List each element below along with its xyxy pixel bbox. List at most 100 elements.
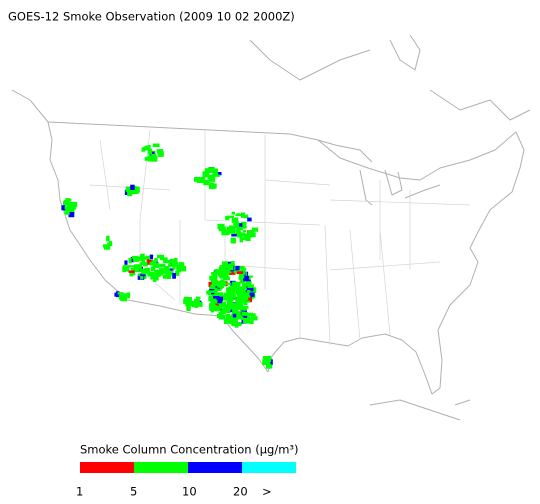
- smoke-pixel: [179, 265, 187, 272]
- smoke-pixel: [248, 230, 252, 234]
- smoke-pixel: [141, 257, 146, 263]
- smoke-pixel: [208, 281, 212, 287]
- smoke-pixel: [249, 320, 254, 324]
- smoke-pixel: [155, 276, 159, 281]
- smoke-pixel: [231, 323, 237, 327]
- smoke-pixel: [168, 268, 174, 271]
- smoke-pixel: [239, 236, 243, 243]
- smoke-pixel: [221, 270, 225, 275]
- smoke-pixel: [236, 271, 244, 275]
- smoke-pixel: [229, 270, 236, 275]
- smoke-pixel: [228, 230, 236, 234]
- smoke-pixel: [171, 261, 179, 267]
- colorbar-tick-label: >: [262, 485, 272, 499]
- smoke-pixel: [212, 272, 218, 276]
- smoke-pixel: [175, 270, 180, 276]
- smoke-pixel: [212, 298, 216, 301]
- smoke-pixel: [209, 275, 213, 281]
- smoke-pixel: [149, 151, 155, 156]
- smoke-pixel: [230, 226, 236, 232]
- smoke-pixel: [208, 167, 215, 173]
- smoke-pixel: [209, 305, 213, 312]
- smoke-pixel: [244, 300, 251, 303]
- smoke-pixel: [151, 154, 157, 159]
- smoke-pixel: [243, 214, 249, 219]
- smoke-pixel: [202, 173, 207, 176]
- smoke-pixel: [232, 307, 239, 313]
- smoke-pixel: [234, 322, 242, 326]
- map-title: GOES-12 Smoke Observation (2009 10 02 20…: [8, 10, 295, 24]
- smoke-pixel: [147, 145, 151, 149]
- colorbar-segment: [80, 462, 134, 473]
- smoke-pixel: [246, 312, 253, 316]
- smoke-pixel: [235, 265, 240, 271]
- smoke-pixel: [225, 269, 231, 273]
- smoke-pixel: [214, 174, 221, 177]
- smoke-pixel: [228, 302, 233, 306]
- smoke-pixel: [61, 205, 66, 211]
- smoke-pixel: [223, 308, 228, 311]
- smoke-pixel: [206, 290, 212, 295]
- smoke-pixel: [164, 260, 171, 263]
- base-map: [11, 34, 531, 421]
- smoke-pixel: [223, 298, 228, 301]
- smoke-pixel: [247, 217, 252, 222]
- smoke-pixel: [164, 268, 171, 274]
- smoke-pixel: [228, 319, 234, 324]
- smoke-pixel: [237, 293, 243, 299]
- smoke-pixel: [157, 254, 163, 258]
- colorbar-tick-label: 10: [182, 485, 197, 499]
- smoke-pixel: [222, 265, 228, 271]
- smoke-pixel: [65, 198, 71, 202]
- smoke-pixel: [241, 315, 248, 319]
- smoke-pixel: [266, 356, 272, 363]
- smoke-pixel: [159, 263, 166, 268]
- smoke-pixel: [234, 282, 241, 288]
- smoke-pixel: [185, 301, 190, 307]
- smoke-pixel: [218, 312, 223, 316]
- smoke-pixel: [204, 168, 209, 173]
- smoke-pixel: [195, 296, 201, 299]
- smoke-pixel: [232, 313, 237, 318]
- smoke-pixel: [127, 190, 133, 197]
- smoke-pixel: [63, 199, 70, 204]
- smoke-pixel: [224, 282, 232, 285]
- smoke-pixel: [229, 296, 233, 303]
- smoke-pixel: [143, 261, 148, 267]
- caribbean: [369, 399, 471, 421]
- smoke-pixel: [130, 272, 136, 276]
- smoke-pixel: [225, 232, 230, 236]
- colorbar-segment: [188, 462, 242, 473]
- smoke-pixel: [233, 289, 240, 294]
- smoke-pixel: [247, 230, 255, 237]
- smoke-pixel: [150, 266, 156, 272]
- smoke-pixel: [121, 295, 126, 298]
- smoke-pixel: [212, 293, 218, 299]
- smoke-pixel: [243, 276, 250, 282]
- smoke-pixel: [144, 146, 148, 149]
- smoke-pixel: [149, 254, 154, 260]
- smoke-pixel: [242, 230, 247, 233]
- smoke-pixel: [224, 293, 230, 297]
- smoke-pixel: [212, 306, 219, 312]
- smoke-pixel: [251, 316, 258, 321]
- smoke-pixel: [214, 269, 219, 273]
- smoke-pixel: [234, 223, 240, 228]
- smoke-pixel: [131, 255, 138, 259]
- smoke-pixel: [132, 256, 140, 262]
- smoke-pixel: [236, 226, 242, 230]
- smoke-pixel: [212, 172, 216, 178]
- smoke-pixel: [130, 184, 135, 191]
- smoke-pixel: [127, 265, 135, 268]
- smoke-pixel: [228, 263, 235, 269]
- smoke-pixel: [128, 270, 135, 273]
- smoke-pixel: [225, 313, 231, 320]
- smoke-pixel: [140, 273, 146, 277]
- smoke-pixel: [235, 213, 242, 216]
- colorbar-tick-label: 5: [130, 485, 137, 499]
- smoke-pixel: [234, 287, 240, 291]
- smoke-pixel: [213, 296, 220, 299]
- colorbar: [80, 462, 296, 473]
- smoke-pixel: [158, 150, 164, 154]
